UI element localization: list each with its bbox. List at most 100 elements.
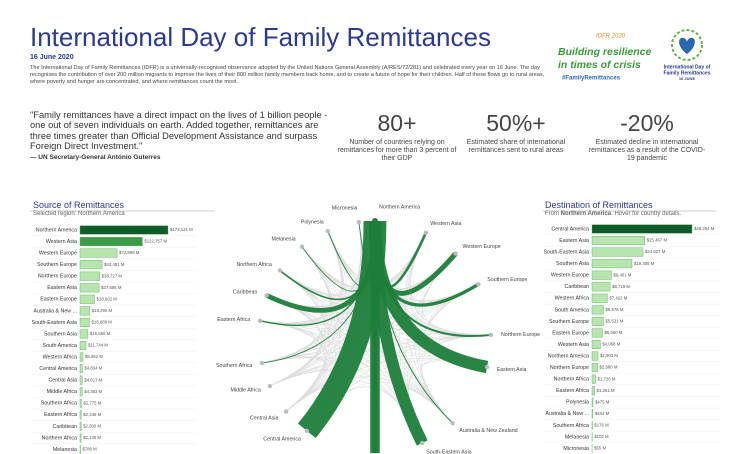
node-label: Eastern Africa <box>217 317 250 323</box>
value-label: $11,744 M <box>88 343 108 348</box>
bar <box>591 374 596 384</box>
value-label: $43,481 M <box>104 262 125 267</box>
logo-line: Building resilience <box>558 46 652 58</box>
value-label: $28,662 M <box>97 296 118 301</box>
stat-value: 80+ <box>377 110 417 136</box>
bar <box>79 329 89 339</box>
node-label: Melanesia <box>272 236 296 242</box>
category-label: Eastern Asia <box>47 285 77 291</box>
category-label: Polynesia <box>566 400 589 406</box>
value-label: $72,896 M <box>119 250 140 255</box>
section-title: Source of Remittances <box>33 200 125 210</box>
bar <box>591 270 612 280</box>
node-label: Middle Africa <box>230 388 260 394</box>
category-label: South-Eastern Asia <box>544 250 589 256</box>
value-label: $25,467 M <box>647 238 668 243</box>
value-label: $122,757 M <box>144 239 167 244</box>
node <box>264 293 269 298</box>
node-label: Australia & New Zealand <box>459 428 517 434</box>
background-link <box>279 222 362 296</box>
subtitle-region: Northern America <box>560 211 612 217</box>
category-label: Southern Africa <box>41 401 77 407</box>
bar <box>79 248 118 258</box>
bar <box>79 364 83 374</box>
category-label: South America <box>43 343 78 349</box>
category-label: Melanesia <box>565 434 589 440</box>
value-label: $9,401 M <box>613 272 631 277</box>
value-label: $48,264 M <box>694 226 715 231</box>
subtitle-region: Northern America <box>78 211 125 217</box>
node <box>484 364 490 370</box>
node <box>419 440 425 446</box>
category-label: Micronesia <box>563 446 589 452</box>
bar <box>79 421 82 431</box>
bar <box>79 260 103 270</box>
bar <box>79 375 83 385</box>
category-label: Western Africa <box>43 354 77 360</box>
value-label: $102 M <box>594 434 609 439</box>
value-label: $2,775 M <box>83 400 101 405</box>
category-label: Eastern Europe <box>40 297 77 303</box>
bar <box>591 247 644 257</box>
flow <box>373 220 492 337</box>
value-label: $5,531 M <box>605 319 623 324</box>
bar <box>591 282 611 292</box>
category-label: Northern Africa <box>554 377 589 383</box>
category-label: Western Europe <box>551 273 589 279</box>
bar <box>591 224 693 234</box>
node-label: Eastern Asia <box>497 367 527 373</box>
value-label: $1,261 M <box>597 388 615 393</box>
bar <box>591 363 598 373</box>
logo-line: International Day of <box>664 64 711 70</box>
value-label: $7,422 M <box>609 295 627 300</box>
category-label: Australia & New ... <box>33 308 77 314</box>
value-label: $8,719 M <box>612 284 630 289</box>
section-subtitle: From Northern America. Hover for country… <box>545 211 681 217</box>
bar <box>591 328 603 338</box>
value-label: $2,680 M <box>600 365 618 370</box>
bar <box>79 317 90 327</box>
bar <box>79 410 82 420</box>
value-label: $15,555 M <box>90 331 111 336</box>
flow <box>374 220 453 424</box>
category-label: Southern Europe <box>37 262 77 268</box>
node <box>257 318 263 324</box>
value-label: $404 M <box>595 411 610 416</box>
category-label: Australia & New ... <box>545 411 589 417</box>
category-label: Central America <box>39 366 77 372</box>
value-label: $4,617 M <box>84 377 102 382</box>
logo-line: in times of crisis <box>558 59 641 71</box>
node-label: Caribbean <box>233 289 257 295</box>
bar <box>79 294 95 304</box>
page-title: International Day of Family Remittances <box>30 22 491 52</box>
bar <box>79 225 169 235</box>
node <box>450 421 455 426</box>
category-label: Southern Africa <box>553 423 589 429</box>
value-label: $5,962 M <box>85 354 103 359</box>
subtitle-label: Selected region: <box>33 211 77 217</box>
value-label: $4,834 M <box>84 366 102 371</box>
node-label: Northern Europe <box>501 332 540 338</box>
bar <box>591 259 633 269</box>
stat-caption: Estimated share of international remitta… <box>466 139 566 154</box>
value-label: $5,576 M <box>606 307 624 312</box>
stat-caption: Estimated decline in international remit… <box>588 139 706 162</box>
flow <box>358 220 376 285</box>
category-label: Northern Africa <box>42 435 77 441</box>
bar <box>591 386 595 396</box>
value-label: $786 M <box>82 447 97 452</box>
bar <box>79 271 100 281</box>
value-label: $19,305 M <box>634 261 655 266</box>
bar <box>591 397 594 407</box>
subtitle-suffix: . Hover for country details. <box>611 211 682 217</box>
quote-author: — UN Secretary-General António Guterres <box>30 154 161 161</box>
laurel <box>671 29 703 61</box>
value-label: $37,586 M <box>101 285 122 290</box>
category-label: Western Asia <box>46 239 77 245</box>
node-label: Southern Europe <box>487 277 527 283</box>
category-label: Central Asia <box>48 378 77 384</box>
bar <box>79 237 143 247</box>
node <box>423 230 429 235</box>
value-label: $19,296 M <box>92 308 113 313</box>
category-label: Northern America <box>548 353 589 359</box>
